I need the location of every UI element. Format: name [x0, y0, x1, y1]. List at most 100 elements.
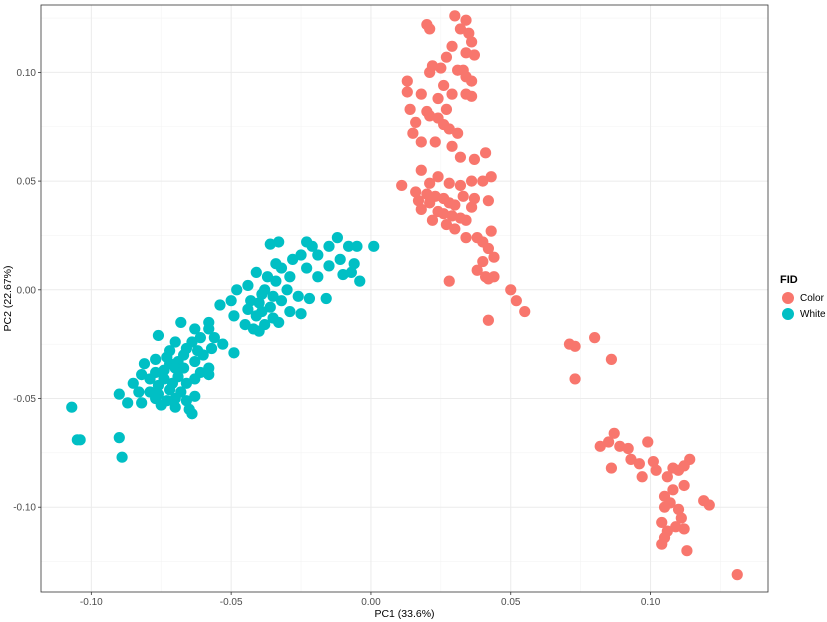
legend-title: FID	[780, 274, 798, 286]
data-point-color	[415, 88, 427, 100]
data-point-color	[446, 40, 458, 52]
plot-panel	[41, 5, 768, 592]
data-point-color	[477, 255, 489, 268]
data-point-white	[152, 329, 165, 342]
data-point-white	[354, 275, 366, 287]
data-point-color	[466, 175, 478, 187]
y-axis-title: PC2 (22.67%)	[2, 266, 14, 332]
data-point-color	[460, 214, 472, 226]
data-point-color	[678, 479, 690, 492]
data-point-color	[443, 275, 455, 287]
data-point-white	[368, 240, 380, 252]
y-tick-label: 0.00	[17, 285, 37, 296]
data-point-white	[189, 373, 201, 385]
data-point-white	[180, 377, 192, 389]
data-point-color	[401, 75, 413, 87]
data-point-white	[342, 240, 355, 252]
data-point-color	[460, 47, 472, 59]
data-point-white	[203, 323, 215, 335]
data-point-color	[404, 103, 416, 115]
data-point-color	[658, 501, 671, 513]
data-point-color	[603, 436, 615, 448]
data-point-white	[189, 323, 201, 335]
data-point-color	[510, 295, 522, 307]
data-point-white	[186, 408, 198, 420]
data-point-color	[731, 569, 743, 581]
data-point-color	[410, 186, 422, 198]
data-point-white	[175, 316, 187, 329]
data-point-color	[415, 136, 427, 148]
data-point-color	[569, 373, 581, 385]
data-point-color	[449, 199, 461, 211]
data-point-color	[477, 175, 489, 187]
data-point-color	[460, 232, 472, 244]
data-point-color	[463, 27, 475, 39]
data-point-white	[122, 397, 134, 409]
data-point-white	[275, 295, 288, 307]
data-point-white	[155, 399, 167, 411]
data-point-color	[424, 177, 436, 189]
data-point-white	[312, 249, 324, 261]
data-point-white	[253, 297, 265, 309]
data-point-color	[432, 92, 444, 105]
data-point-color	[647, 455, 659, 468]
data-point-white	[337, 268, 349, 281]
data-point-white	[264, 238, 276, 250]
data-point-white	[250, 266, 262, 279]
data-point-white	[164, 384, 176, 396]
x-tick-label: -0.05	[220, 597, 243, 608]
data-point-color	[421, 188, 433, 200]
data-point-color	[460, 14, 472, 26]
data-point-white	[301, 262, 313, 274]
legend-item-color: Color	[780, 290, 826, 306]
data-point-color	[415, 203, 427, 215]
data-point-color	[569, 340, 581, 352]
data-point-white	[150, 353, 162, 365]
x-tick-label: 0.10	[641, 597, 661, 608]
data-points	[66, 10, 743, 581]
data-point-white	[312, 271, 324, 283]
data-point-white	[292, 290, 304, 302]
y-axis-ticks: 0.10 0.05 0.00 -0.05 -0.10	[13, 68, 41, 514]
y-tick-label: 0.05	[17, 177, 37, 188]
data-point-color	[449, 223, 461, 235]
data-point-color	[675, 512, 687, 524]
data-point-color	[594, 440, 606, 452]
data-point-white	[158, 364, 170, 376]
data-point-color	[479, 147, 492, 159]
data-point-color	[482, 314, 494, 326]
data-point-white	[208, 332, 220, 344]
data-point-white	[197, 349, 209, 361]
legend-label-color: Color	[800, 292, 824, 304]
data-point-white	[178, 362, 190, 374]
data-point-white	[250, 310, 262, 322]
data-point-color	[443, 123, 455, 135]
data-point-white	[217, 338, 229, 350]
data-point-color	[424, 66, 436, 78]
data-point-color	[466, 90, 478, 102]
data-point-color	[681, 545, 693, 557]
data-point-white	[306, 240, 318, 252]
data-point-color	[642, 436, 654, 448]
data-point-color	[454, 179, 467, 192]
data-point-white	[273, 236, 285, 248]
data-point-color	[633, 458, 645, 470]
data-point-white	[113, 388, 125, 400]
data-point-white	[345, 266, 357, 279]
data-point-color	[438, 79, 450, 92]
data-point-white	[138, 358, 151, 370]
data-point-color	[614, 440, 626, 452]
data-point-color	[482, 242, 494, 255]
data-point-white	[225, 295, 237, 307]
data-point-color	[505, 284, 517, 296]
data-point-white	[295, 308, 307, 320]
y-tick-label: 0.10	[17, 68, 37, 79]
data-point-color	[429, 136, 441, 148]
data-point-color	[519, 305, 531, 318]
data-point-color	[446, 88, 458, 100]
data-point-white	[323, 260, 335, 272]
legend-item-white: White	[780, 306, 826, 322]
data-point-white	[205, 342, 218, 355]
x-tick-label: -0.10	[80, 597, 103, 608]
